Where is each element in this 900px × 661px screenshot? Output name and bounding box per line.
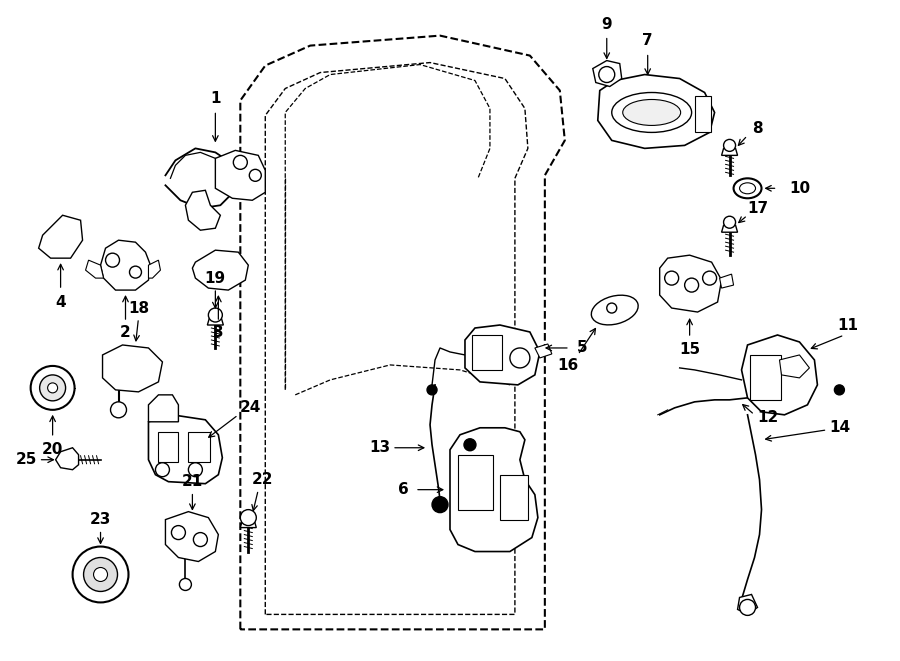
Circle shape — [665, 271, 679, 285]
Text: 22: 22 — [251, 472, 273, 487]
Text: 15: 15 — [680, 342, 700, 358]
Ellipse shape — [734, 178, 761, 198]
Circle shape — [111, 402, 127, 418]
Circle shape — [510, 348, 530, 368]
Polygon shape — [148, 415, 222, 484]
Ellipse shape — [740, 183, 755, 194]
Circle shape — [249, 169, 261, 181]
Text: 21: 21 — [182, 474, 203, 489]
Circle shape — [598, 67, 615, 83]
Circle shape — [834, 385, 844, 395]
Text: 17: 17 — [747, 201, 768, 215]
Polygon shape — [535, 344, 552, 358]
Polygon shape — [722, 148, 738, 155]
Polygon shape — [166, 512, 219, 561]
Polygon shape — [240, 521, 256, 527]
Text: 7: 7 — [643, 33, 653, 48]
Circle shape — [73, 547, 129, 602]
Polygon shape — [103, 345, 162, 392]
Polygon shape — [660, 255, 722, 312]
Text: 9: 9 — [601, 17, 612, 32]
Text: 18: 18 — [128, 301, 149, 315]
Polygon shape — [215, 151, 266, 200]
Polygon shape — [86, 260, 104, 278]
Bar — [500, 475, 528, 520]
Polygon shape — [742, 335, 817, 415]
Text: 3: 3 — [213, 325, 224, 340]
Text: 2: 2 — [120, 325, 130, 340]
Circle shape — [94, 568, 107, 582]
Text: 24: 24 — [239, 401, 261, 415]
Polygon shape — [39, 215, 83, 258]
Circle shape — [179, 578, 192, 590]
Polygon shape — [598, 75, 715, 148]
Bar — [158, 432, 178, 462]
Circle shape — [171, 525, 185, 539]
Circle shape — [703, 271, 716, 285]
Circle shape — [464, 439, 476, 451]
Bar — [695, 97, 711, 132]
Ellipse shape — [612, 93, 691, 132]
Circle shape — [740, 600, 755, 615]
Circle shape — [194, 533, 207, 547]
Ellipse shape — [591, 295, 638, 325]
Text: 6: 6 — [398, 482, 409, 497]
Bar — [188, 432, 211, 462]
Circle shape — [427, 385, 437, 395]
Text: 12: 12 — [757, 410, 778, 425]
Polygon shape — [185, 190, 220, 230]
Text: 10: 10 — [789, 181, 810, 196]
Circle shape — [685, 278, 698, 292]
Circle shape — [188, 463, 202, 477]
Text: 23: 23 — [90, 512, 112, 527]
Polygon shape — [779, 355, 809, 378]
Text: 25: 25 — [16, 452, 37, 467]
Polygon shape — [738, 594, 758, 615]
Text: 5: 5 — [577, 340, 587, 356]
Polygon shape — [148, 395, 178, 422]
Polygon shape — [593, 61, 622, 87]
Bar — [750, 355, 781, 400]
Text: 11: 11 — [837, 317, 858, 332]
Polygon shape — [465, 325, 540, 385]
Bar — [458, 455, 493, 510]
Text: 1: 1 — [210, 91, 220, 106]
Circle shape — [156, 463, 169, 477]
Circle shape — [233, 155, 248, 169]
Circle shape — [432, 496, 448, 513]
Circle shape — [607, 303, 616, 313]
Ellipse shape — [623, 100, 680, 126]
Text: 8: 8 — [752, 121, 763, 136]
Polygon shape — [56, 447, 78, 470]
Text: 4: 4 — [55, 295, 66, 309]
Circle shape — [724, 139, 735, 151]
Text: 16: 16 — [557, 358, 579, 373]
Text: 20: 20 — [42, 442, 63, 457]
Circle shape — [31, 366, 75, 410]
Polygon shape — [101, 240, 150, 290]
Text: 13: 13 — [370, 440, 391, 455]
Circle shape — [209, 308, 222, 322]
Circle shape — [40, 375, 66, 401]
Circle shape — [130, 266, 141, 278]
Text: 19: 19 — [205, 270, 226, 286]
Polygon shape — [722, 225, 738, 232]
Polygon shape — [148, 260, 160, 278]
Circle shape — [84, 557, 118, 592]
Bar — [472, 335, 502, 370]
Polygon shape — [720, 274, 733, 288]
Polygon shape — [450, 428, 538, 551]
Polygon shape — [207, 318, 223, 325]
Circle shape — [105, 253, 120, 267]
Circle shape — [724, 216, 735, 228]
Circle shape — [240, 510, 256, 525]
Circle shape — [48, 383, 58, 393]
Text: 14: 14 — [829, 420, 850, 436]
Polygon shape — [193, 250, 248, 290]
